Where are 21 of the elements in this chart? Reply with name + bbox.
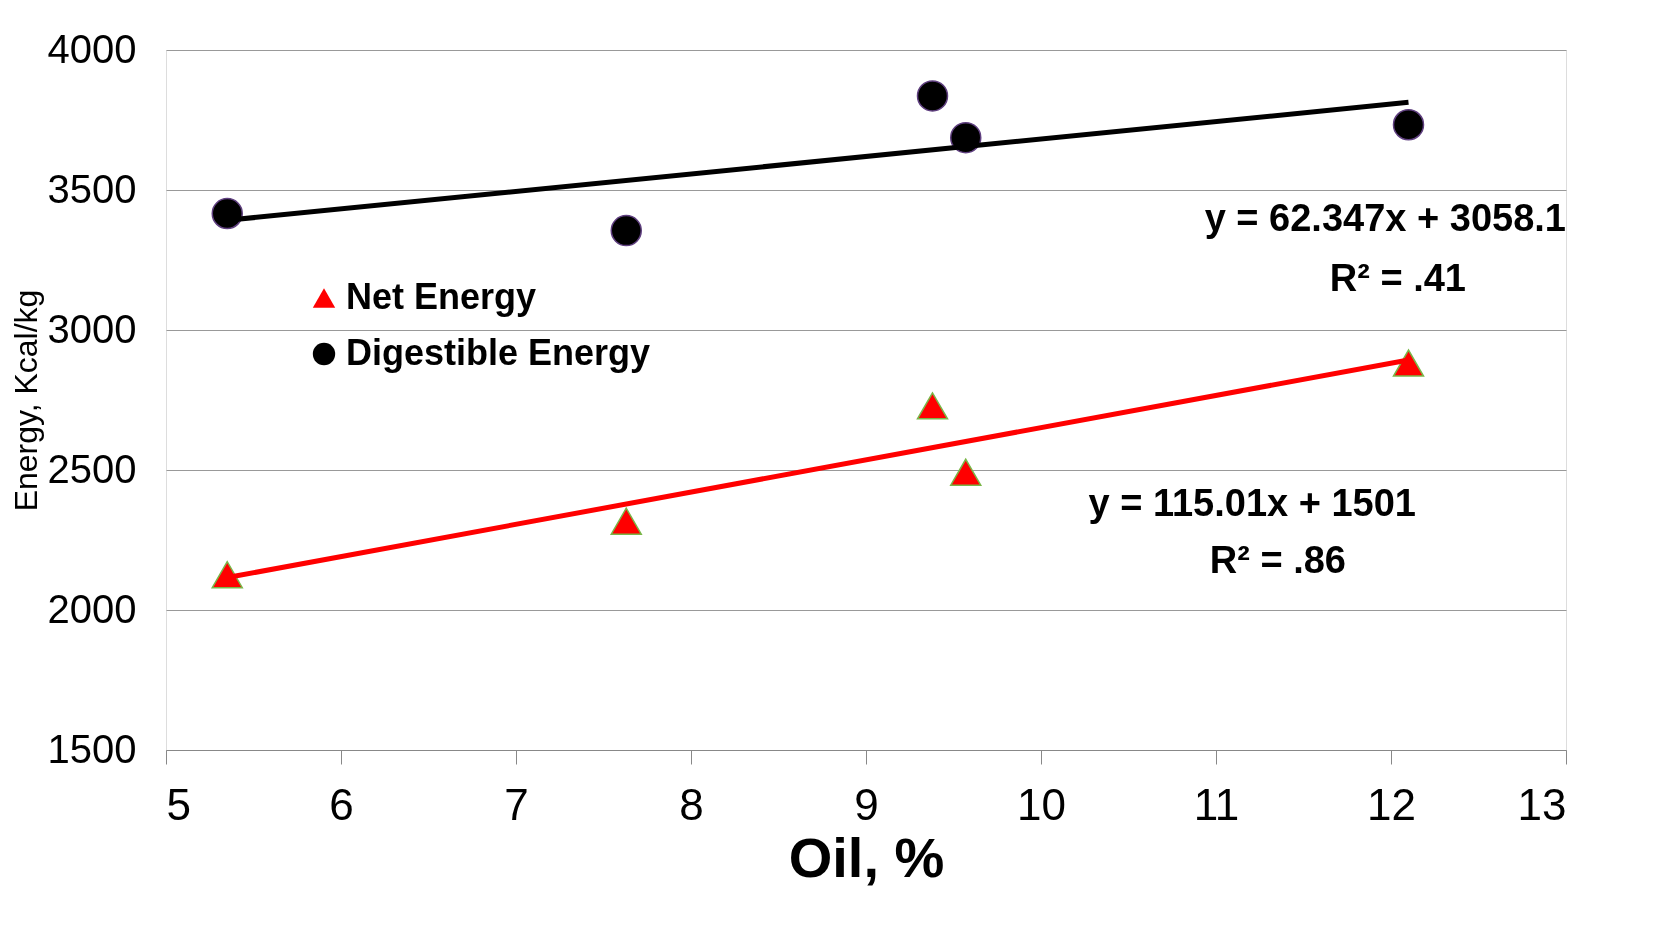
y-tick-label: 3500 xyxy=(47,166,137,211)
y-tick-label: 2500 xyxy=(47,446,137,491)
x-tick-label: 13 xyxy=(1517,779,1567,829)
x-tick-label: 5 xyxy=(166,779,191,829)
annotation: R² = .86 xyxy=(1209,539,1346,581)
legend-label: Net Energy xyxy=(346,276,537,317)
y-tick-label: 4000 xyxy=(47,26,137,71)
y-tick-label: 3000 xyxy=(47,306,137,351)
annotation: R² = .41 xyxy=(1329,257,1466,299)
x-tick-label: 8 xyxy=(679,779,704,829)
x-tick-label: 7 xyxy=(504,779,529,829)
x-tick-label: 10 xyxy=(1017,779,1066,829)
x-tick-label: 11 xyxy=(1193,779,1240,829)
y-tick-label: 2000 xyxy=(47,586,137,631)
legend-label: Digestible Energy xyxy=(346,332,651,373)
x-tick-label: 6 xyxy=(329,779,354,829)
annotation: y = 115.01x + 1501 xyxy=(1088,482,1416,524)
annotation: y = 62.347x + 3058.1 xyxy=(1204,197,1566,239)
y-axis-title: Energy, Kcal/kg xyxy=(7,289,44,512)
x-tick-label: 12 xyxy=(1367,779,1416,829)
y-tick-label: 1500 xyxy=(47,726,137,771)
